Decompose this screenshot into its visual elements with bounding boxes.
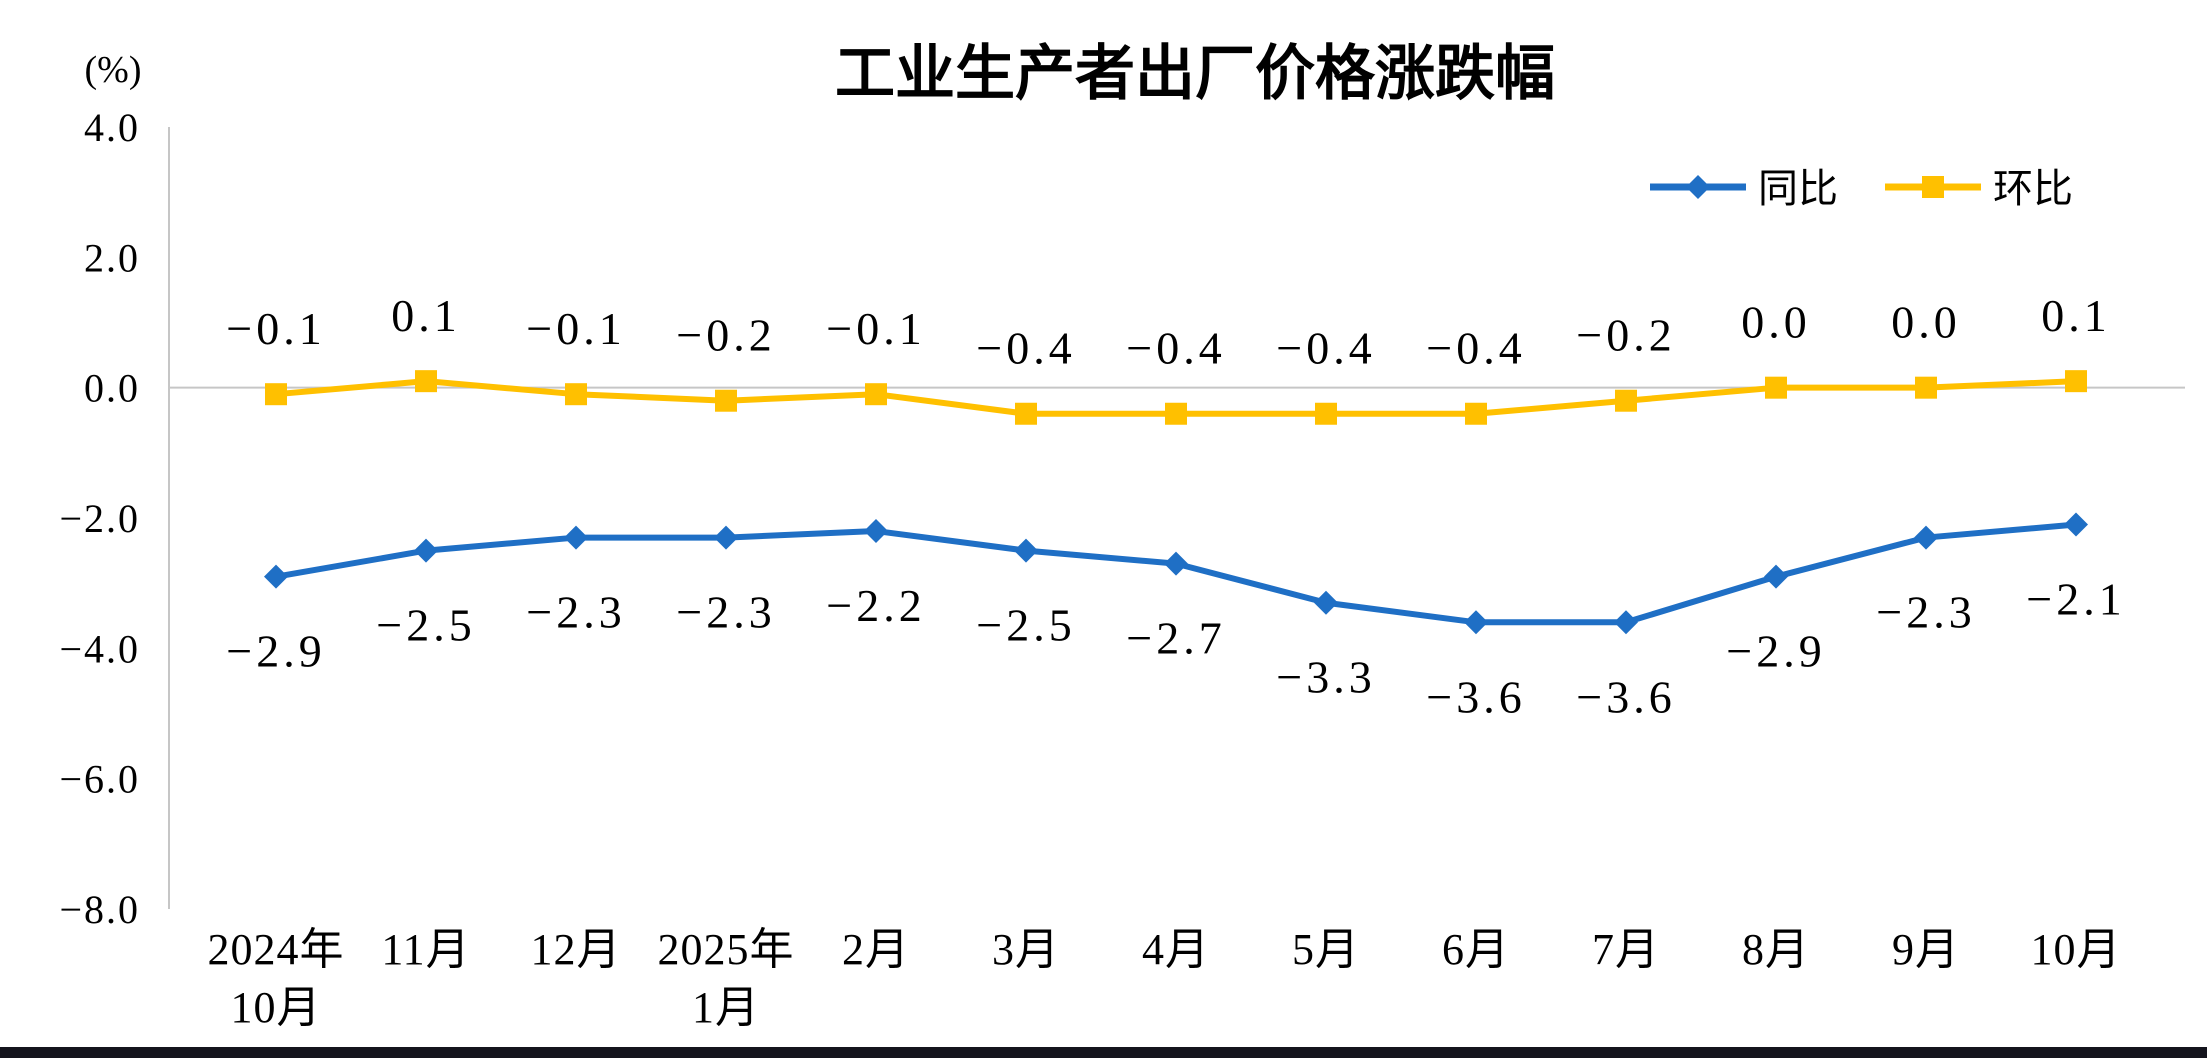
data-label-tongbi: −2.3 bbox=[676, 587, 775, 638]
diamond-marker-icon bbox=[414, 538, 438, 563]
data-label-huanbi: −0.1 bbox=[526, 303, 625, 354]
x-tick-label: 9月 bbox=[1892, 925, 1960, 974]
diamond-marker-icon bbox=[1764, 564, 1788, 589]
legend: 同比 环比 bbox=[1650, 166, 2073, 211]
x-tick-label: 10月 bbox=[231, 983, 322, 1032]
data-label-tongbi: −3.3 bbox=[1276, 652, 1375, 703]
data-label-tongbi: −2.5 bbox=[976, 600, 1075, 651]
data-label-huanbi: 0.1 bbox=[391, 290, 461, 341]
diamond-marker-icon bbox=[1014, 538, 1038, 563]
data-label-huanbi: −0.4 bbox=[1126, 323, 1225, 374]
x-tick-label: 10月 bbox=[2031, 925, 2122, 974]
bottom-edge-bar bbox=[0, 1047, 2207, 1058]
data-label-huanbi: −0.4 bbox=[1276, 323, 1375, 374]
y-tick-label: 0.0 bbox=[84, 366, 140, 411]
data-label-huanbi: −0.4 bbox=[976, 323, 1075, 374]
legend-label-tongbi: 同比 bbox=[1758, 166, 1838, 211]
square-marker-icon bbox=[1765, 376, 1787, 399]
y-tick-label: −2.0 bbox=[59, 496, 140, 541]
data-label-tongbi: −2.7 bbox=[1126, 613, 1225, 664]
x-tick-label: 11月 bbox=[381, 925, 470, 974]
diamond-marker-icon bbox=[1314, 590, 1338, 615]
data-label-huanbi: −0.4 bbox=[1426, 323, 1525, 374]
diamond-marker-icon bbox=[1914, 525, 1938, 550]
data-label-huanbi: −0.2 bbox=[1576, 310, 1675, 361]
diamond-marker-icon bbox=[1164, 551, 1188, 576]
data-label-tongbi: −2.5 bbox=[376, 600, 475, 651]
square-marker-icon bbox=[415, 370, 437, 393]
y-tick-label: 2.0 bbox=[84, 235, 140, 280]
x-tick-label: 6月 bbox=[1442, 925, 1510, 974]
y-axis-unit-label: (%) bbox=[85, 49, 142, 91]
square-marker-icon bbox=[1165, 402, 1187, 425]
data-label-tongbi: −2.2 bbox=[826, 580, 925, 631]
square-marker-icon bbox=[1015, 402, 1037, 425]
square-marker-icon bbox=[1615, 389, 1637, 412]
legend-label-huanbi: 环比 bbox=[1993, 166, 2073, 211]
y-tick-label: 4.0 bbox=[84, 105, 140, 150]
legend-square-icon bbox=[1922, 176, 1944, 198]
data-label-tongbi: −2.3 bbox=[526, 587, 625, 638]
x-tick-label: 8月 bbox=[1742, 925, 1810, 974]
x-tick-label: 2025年 bbox=[658, 925, 795, 974]
data-label-huanbi: −0.1 bbox=[826, 303, 925, 354]
data-label-huanbi: 0.0 bbox=[1741, 297, 1811, 348]
data-label-huanbi: 0.0 bbox=[1891, 297, 1961, 348]
x-tick-label: 4月 bbox=[1142, 925, 1210, 974]
data-label-tongbi: −2.9 bbox=[1726, 626, 1825, 677]
x-tick-label: 12月 bbox=[531, 925, 622, 974]
square-marker-icon bbox=[265, 383, 287, 406]
data-label-tongbi: −2.3 bbox=[1876, 587, 1975, 638]
x-tick-label: 1月 bbox=[692, 983, 760, 1032]
diamond-marker-icon bbox=[864, 519, 888, 544]
x-tick-label: 7月 bbox=[1592, 925, 1660, 974]
diamond-marker-icon bbox=[1464, 610, 1488, 635]
square-marker-icon bbox=[565, 383, 587, 406]
data-label-huanbi: −0.1 bbox=[226, 303, 325, 354]
data-label-huanbi: 0.1 bbox=[2041, 290, 2111, 341]
diamond-marker-icon bbox=[1614, 610, 1638, 635]
diamond-marker-icon bbox=[564, 525, 588, 550]
x-tick-label: 5月 bbox=[1292, 925, 1360, 974]
x-tick-label: 3月 bbox=[992, 925, 1060, 974]
diamond-marker-icon bbox=[264, 564, 288, 589]
square-marker-icon bbox=[715, 389, 737, 412]
data-label-huanbi: −0.2 bbox=[676, 310, 775, 361]
square-marker-icon bbox=[1315, 402, 1337, 425]
square-marker-icon bbox=[865, 383, 887, 406]
diamond-marker-icon bbox=[2064, 512, 2088, 537]
square-marker-icon bbox=[1915, 376, 1937, 399]
data-label-tongbi: −2.1 bbox=[2026, 574, 2125, 625]
square-marker-icon bbox=[2065, 370, 2087, 393]
plot-area: 4.0 2.0 0.0 −2.0 −4.0 −6.0 −8.0 2024年 10月 11月 12月 2… bbox=[59, 105, 2185, 1032]
data-label-tongbi: −2.9 bbox=[226, 626, 325, 677]
legend-diamond-icon bbox=[1686, 175, 1710, 199]
x-tick-label: 2月 bbox=[842, 925, 910, 974]
x-tick-label: 2024年 bbox=[208, 925, 345, 974]
chart-title: 工业生产者出厂价格涨跌幅 bbox=[835, 40, 1555, 107]
diamond-marker-icon bbox=[714, 525, 738, 550]
y-tick-label: −6.0 bbox=[59, 757, 140, 802]
data-label-tongbi: −3.6 bbox=[1426, 671, 1525, 722]
data-label-tongbi: −3.6 bbox=[1576, 671, 1675, 722]
square-marker-icon bbox=[1465, 402, 1487, 425]
y-tick-label: −8.0 bbox=[59, 887, 140, 932]
y-tick-label: −4.0 bbox=[59, 626, 140, 671]
